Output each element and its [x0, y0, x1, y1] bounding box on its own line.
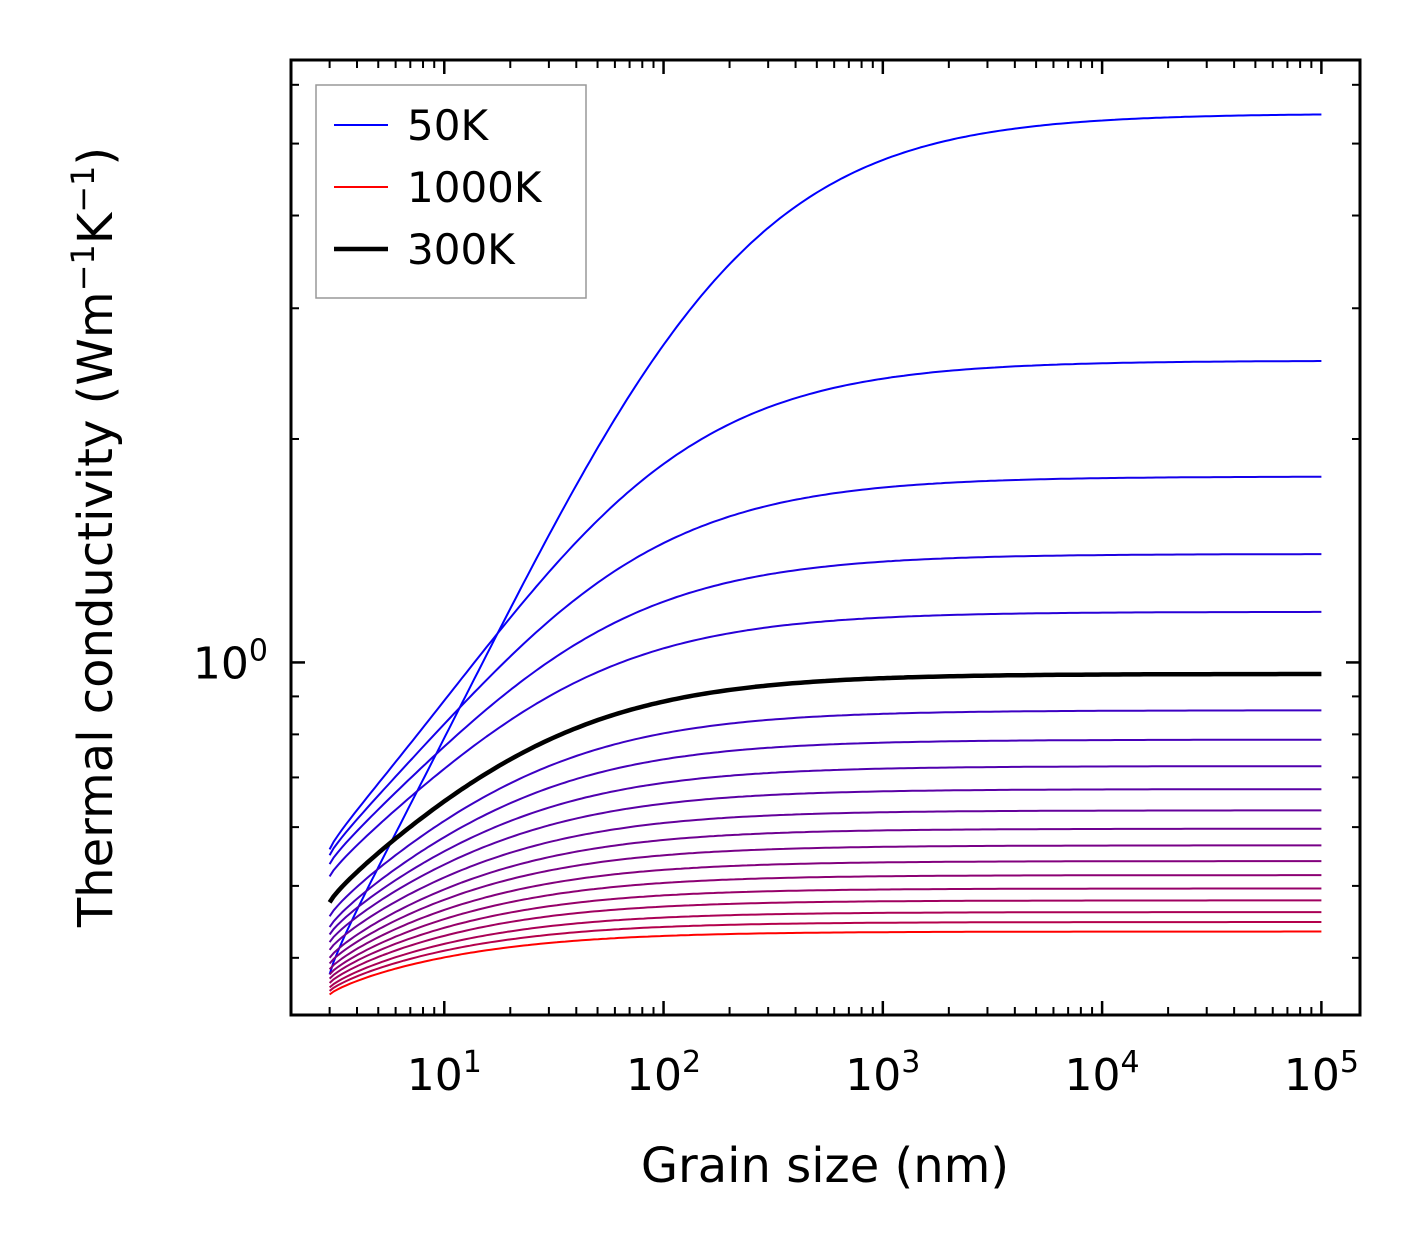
legend: 50K 1000K 300K: [315, 84, 587, 299]
series-line-200k: [328, 553, 1322, 865]
series-line-950k: [328, 921, 1322, 992]
series-line-250k: [328, 610, 1322, 877]
series-line-50k: [328, 113, 1322, 975]
series-line-1000k: [329, 930, 1322, 996]
series-line-850k: [328, 899, 1322, 984]
x-tick-label: 101: [407, 1045, 482, 1101]
y-axis-label: Thermal conductivity (Wm−1K−1): [64, 147, 124, 928]
legend-label-1000k: 1000K: [407, 163, 543, 212]
series-line-750k: [328, 874, 1322, 976]
series-line-350k: [328, 709, 1322, 917]
legend-label-300k: 300K: [407, 225, 516, 274]
series-line-900k: [328, 911, 1322, 989]
y-tick-labels: 100: [193, 633, 268, 689]
y-tick-label: 100: [193, 633, 268, 689]
legend-label-50k: 50K: [407, 101, 489, 150]
series-line-400k: [328, 738, 1322, 928]
series-line-700k: [328, 860, 1322, 970]
data-series: [327, 113, 1322, 996]
series-line-600k: [328, 827, 1322, 959]
legend-box: [315, 84, 587, 299]
series-line-500k: [328, 788, 1322, 943]
series-line-650k: [328, 844, 1322, 965]
series-line-300k: [327, 671, 1322, 904]
x-tick-label: 105: [1284, 1045, 1359, 1101]
x-tick-labels: 101 102 103 104 105: [407, 1045, 1359, 1101]
series-line-150k: [328, 475, 1322, 856]
x-tick-label: 102: [626, 1045, 701, 1101]
series-line-800k: [328, 887, 1322, 980]
x-axis-label: Grain size (nm): [641, 1138, 1009, 1194]
series-line-450k: [328, 765, 1322, 936]
series-line-550k: [328, 809, 1322, 951]
plot-frame: [289, 58, 1362, 1017]
x-tick-label: 104: [1065, 1045, 1140, 1101]
series-line-100k: [328, 360, 1322, 850]
x-tick-label: 103: [845, 1045, 920, 1101]
